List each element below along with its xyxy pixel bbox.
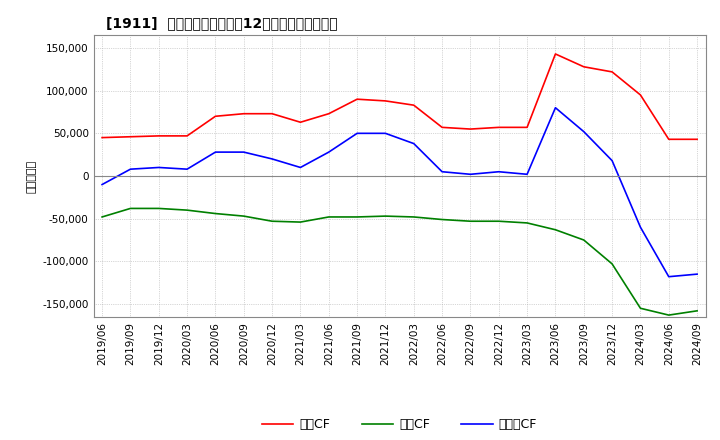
営業CF [466,126,474,132]
フリーCF [665,274,673,279]
投資CF [296,220,305,225]
Line: 投資CF: 投資CF [102,209,697,315]
フリーCF [381,131,390,136]
営業CF [636,92,644,98]
投資CF [495,219,503,224]
投資CF [126,206,135,211]
投資CF [353,214,361,220]
営業CF [693,137,701,142]
営業CF [353,96,361,102]
営業CF [551,51,559,57]
フリーCF [551,105,559,110]
フリーCF [636,224,644,230]
フリーCF [438,169,446,174]
フリーCF [240,150,248,155]
Line: フリーCF: フリーCF [102,108,697,277]
営業CF [495,125,503,130]
フリーCF [296,165,305,170]
投資CF [183,208,192,213]
フリーCF [325,150,333,155]
投資CF [155,206,163,211]
Legend: 営業CF, 投資CF, フリーCF: 営業CF, 投資CF, フリーCF [257,413,542,436]
Text: [1911]  キャッシュフローの12か月移動合計の推移: [1911] キャッシュフローの12か月移動合計の推移 [106,16,338,30]
営業CF [155,133,163,139]
フリーCF [353,131,361,136]
投資CF [381,213,390,219]
フリーCF [268,156,276,161]
投資CF [551,227,559,232]
営業CF [665,137,673,142]
フリーCF [126,166,135,172]
営業CF [211,114,220,119]
フリーCF [211,150,220,155]
フリーCF [608,158,616,163]
フリーCF [693,271,701,277]
フリーCF [410,141,418,146]
フリーCF [155,165,163,170]
営業CF [325,111,333,116]
フリーCF [580,129,588,134]
投資CF [325,214,333,220]
投資CF [580,237,588,242]
投資CF [608,261,616,267]
営業CF [98,135,107,140]
営業CF [296,120,305,125]
営業CF [438,125,446,130]
営業CF [410,103,418,108]
投資CF [268,219,276,224]
投資CF [693,308,701,313]
営業CF [126,134,135,139]
投資CF [211,211,220,216]
フリーCF [466,172,474,177]
投資CF [665,312,673,318]
営業CF [523,125,531,130]
営業CF [381,98,390,103]
投資CF [240,213,248,219]
フリーCF [183,166,192,172]
投資CF [438,217,446,222]
営業CF [580,64,588,70]
フリーCF [495,169,503,174]
投資CF [410,214,418,220]
営業CF [608,69,616,74]
営業CF [183,133,192,139]
Line: 営業CF: 営業CF [102,54,697,139]
営業CF [268,111,276,116]
投資CF [523,220,531,226]
営業CF [240,111,248,116]
フリーCF [98,182,107,187]
投資CF [636,306,644,311]
投資CF [98,214,107,220]
Y-axis label: （百万円）: （百万円） [27,159,37,193]
投資CF [466,219,474,224]
フリーCF [523,172,531,177]
